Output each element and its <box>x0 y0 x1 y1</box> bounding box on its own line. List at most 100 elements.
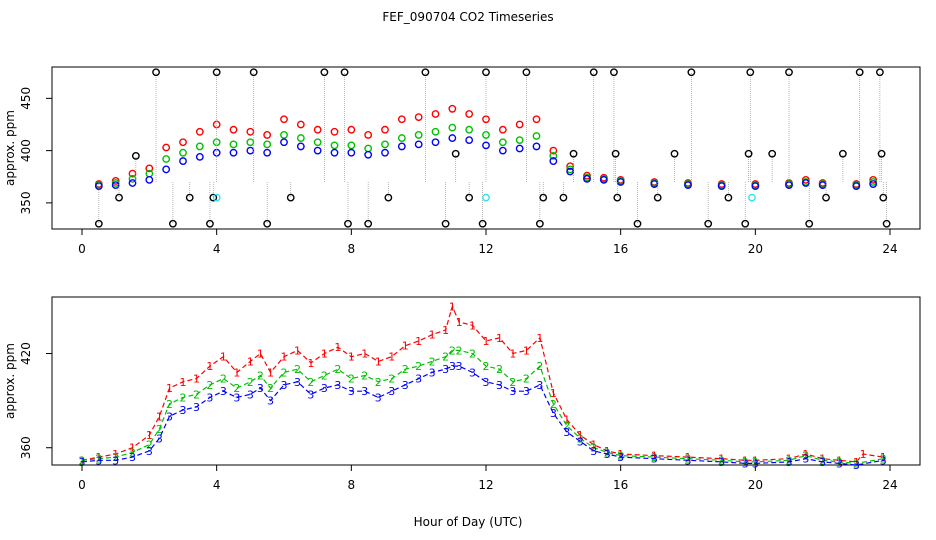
series-marker-1: 1 <box>281 351 288 364</box>
series-marker-1: 1 <box>449 300 456 313</box>
series-marker-2: 2 <box>361 370 368 383</box>
x-tick-label: 20 <box>748 242 763 256</box>
data-point-black <box>610 68 618 77</box>
data-point-green <box>465 125 474 134</box>
data-point-red <box>145 164 154 173</box>
series-marker-3: 3 <box>853 459 860 472</box>
series-marker-1: 1 <box>819 453 826 466</box>
data-point-black <box>589 68 598 77</box>
series-marker-3: 3 <box>483 376 490 389</box>
series-marker-2: 2 <box>550 398 557 411</box>
data-point-red <box>229 125 238 134</box>
series-marker-2: 2 <box>752 456 759 469</box>
data-point-black <box>670 149 679 158</box>
series-marker-1: 1 <box>550 387 557 400</box>
data-point-blue <box>246 146 255 155</box>
series-marker-2: 2 <box>415 360 422 373</box>
series-marker-1: 1 <box>129 442 136 455</box>
data-point-black <box>94 219 103 228</box>
series-marker-2: 2 <box>617 450 624 463</box>
y-axis-label: approx. ppm <box>3 110 17 186</box>
data-point-black <box>249 68 258 77</box>
data-point-blue <box>381 148 389 157</box>
series-marker-3: 3 <box>281 379 288 392</box>
series-marker-1: 1 <box>718 453 725 466</box>
series-marker-3: 3 <box>836 457 843 470</box>
series-marker-3: 3 <box>307 388 314 401</box>
data-point-blue <box>280 138 288 147</box>
series-marker-2: 2 <box>590 442 597 455</box>
series-marker-3: 3 <box>321 382 328 395</box>
series-marker-1: 1 <box>361 348 368 361</box>
series-marker-3: 3 <box>685 454 692 467</box>
series-marker-1: 1 <box>112 448 119 461</box>
series-marker-2: 2 <box>129 446 136 459</box>
data-point-black <box>746 68 755 77</box>
data-point-black <box>206 219 214 228</box>
data-point-red <box>566 162 575 171</box>
data-point-green <box>431 127 440 136</box>
series-marker-2: 2 <box>321 370 328 383</box>
series-marker-1: 1 <box>651 450 658 463</box>
series-marker-1: 1 <box>267 366 274 379</box>
data-point-red <box>212 120 221 129</box>
series-marker-3: 3 <box>361 385 368 398</box>
data-point-red <box>246 127 255 136</box>
series-marker-3: 3 <box>604 448 611 461</box>
chart-title: FEF_090704 CO2 Timeseries <box>382 10 554 24</box>
series-marker-1: 1 <box>442 324 449 337</box>
series-marker-3: 3 <box>156 432 163 445</box>
data-point-red <box>296 120 305 129</box>
series-marker-2: 2 <box>742 456 749 469</box>
data-point-green <box>414 131 423 139</box>
series-marker-3: 3 <box>95 454 102 467</box>
data-point-black <box>185 193 194 202</box>
data-point-cyan <box>212 193 221 202</box>
data-point-green <box>330 141 339 150</box>
series-marker-3: 3 <box>577 435 584 448</box>
series-marker-3: 3 <box>590 445 597 458</box>
data-point-black <box>879 193 888 202</box>
series-marker-3: 3 <box>496 379 503 392</box>
x-tick-label: 16 <box>613 478 628 492</box>
data-point-blue <box>498 146 507 155</box>
series-marker-1: 1 <box>880 451 887 464</box>
data-point-black <box>152 68 160 77</box>
series-marker-1: 1 <box>786 453 793 466</box>
series-marker-3: 3 <box>375 391 382 404</box>
series-marker-2: 2 <box>853 457 860 470</box>
series-marker-1: 1 <box>617 448 624 461</box>
series-marker-2: 2 <box>449 344 456 357</box>
data-point-blue <box>717 182 726 191</box>
series-marker-3: 3 <box>550 407 557 420</box>
data-point-blue <box>296 142 305 151</box>
series-marker-1: 1 <box>375 355 382 368</box>
series-marker-1: 1 <box>156 410 163 423</box>
series-marker-3: 3 <box>536 379 543 392</box>
data-point-red <box>162 143 171 152</box>
series-marker-2: 2 <box>79 454 86 467</box>
series-marker-3: 3 <box>617 451 624 464</box>
data-point-black <box>877 149 886 158</box>
series-marker-3: 3 <box>429 366 436 379</box>
series-marker-2: 2 <box>786 454 793 467</box>
x-tick-label: 24 <box>882 478 897 492</box>
series-marker-3: 3 <box>752 457 759 470</box>
series-marker-3: 3 <box>294 376 301 389</box>
data-point-green <box>313 138 322 147</box>
x-tick-label: 16 <box>613 242 628 256</box>
series-marker-2: 2 <box>604 446 611 459</box>
y-tick-label: 400 <box>19 139 33 162</box>
data-point-blue <box>431 138 440 147</box>
data-point-black <box>320 68 329 77</box>
data-point-blue <box>852 182 861 191</box>
data-point-green <box>532 132 541 140</box>
data-point-blue <box>818 181 827 190</box>
series-marker-3: 3 <box>456 360 463 373</box>
series-marker-2: 2 <box>442 351 449 364</box>
series-marker-3: 3 <box>257 382 264 395</box>
data-point-blue <box>751 182 760 191</box>
data-point-red <box>364 131 373 139</box>
series-marker-2: 2 <box>307 376 314 389</box>
